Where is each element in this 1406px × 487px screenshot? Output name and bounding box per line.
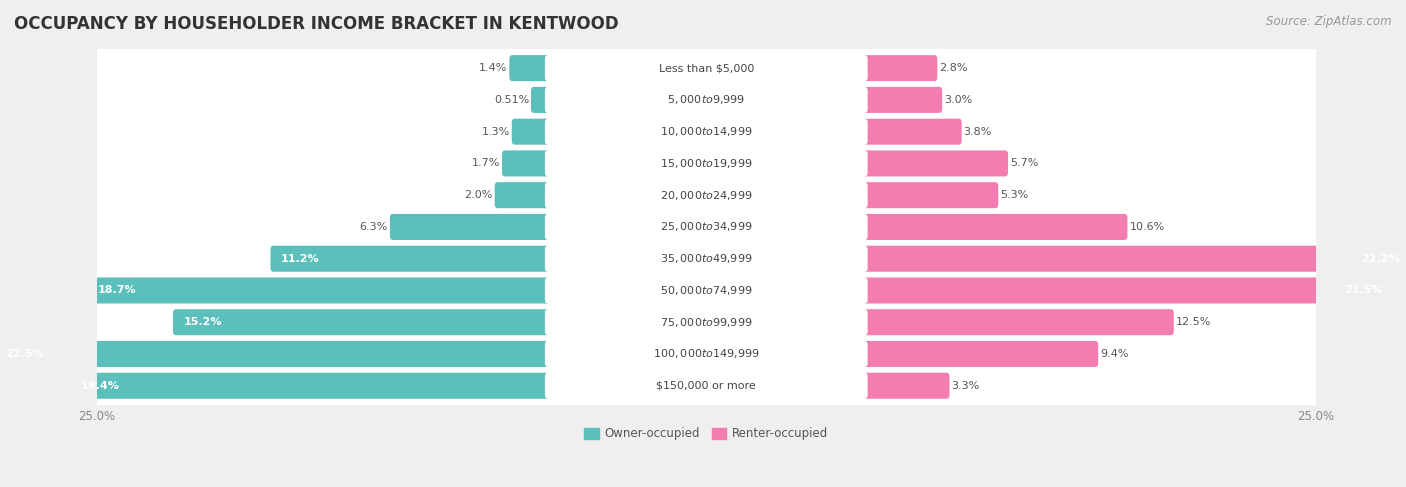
Text: $15,000 to $19,999: $15,000 to $19,999 bbox=[659, 157, 752, 170]
FancyBboxPatch shape bbox=[546, 245, 868, 272]
FancyBboxPatch shape bbox=[546, 55, 868, 81]
FancyBboxPatch shape bbox=[863, 182, 998, 208]
FancyBboxPatch shape bbox=[89, 301, 1324, 343]
FancyBboxPatch shape bbox=[89, 333, 1324, 375]
FancyBboxPatch shape bbox=[546, 373, 868, 399]
FancyBboxPatch shape bbox=[863, 87, 942, 113]
FancyBboxPatch shape bbox=[863, 373, 949, 399]
FancyBboxPatch shape bbox=[863, 245, 1406, 272]
Text: $35,000 to $49,999: $35,000 to $49,999 bbox=[659, 252, 752, 265]
Text: 0.51%: 0.51% bbox=[494, 95, 529, 105]
FancyBboxPatch shape bbox=[863, 278, 1393, 303]
FancyBboxPatch shape bbox=[89, 143, 1324, 184]
FancyBboxPatch shape bbox=[546, 214, 868, 240]
Text: $25,000 to $34,999: $25,000 to $34,999 bbox=[659, 221, 752, 233]
Text: 22.5%: 22.5% bbox=[6, 349, 44, 359]
FancyBboxPatch shape bbox=[89, 111, 1324, 152]
FancyBboxPatch shape bbox=[495, 182, 550, 208]
Text: $50,000 to $74,999: $50,000 to $74,999 bbox=[659, 284, 752, 297]
FancyBboxPatch shape bbox=[863, 214, 1128, 240]
Text: 1.3%: 1.3% bbox=[482, 127, 510, 137]
Text: 5.3%: 5.3% bbox=[1000, 190, 1028, 200]
Text: $20,000 to $24,999: $20,000 to $24,999 bbox=[659, 188, 752, 202]
Text: 12.5%: 12.5% bbox=[1175, 317, 1211, 327]
FancyBboxPatch shape bbox=[531, 87, 550, 113]
FancyBboxPatch shape bbox=[546, 309, 868, 335]
Text: Less than $5,000: Less than $5,000 bbox=[658, 63, 754, 73]
FancyBboxPatch shape bbox=[546, 150, 868, 176]
Text: Source: ZipAtlas.com: Source: ZipAtlas.com bbox=[1267, 15, 1392, 28]
Text: 1.7%: 1.7% bbox=[471, 158, 501, 169]
FancyBboxPatch shape bbox=[89, 365, 1324, 406]
Text: 18.7%: 18.7% bbox=[98, 285, 136, 296]
Text: 1.4%: 1.4% bbox=[479, 63, 508, 73]
Text: 3.0%: 3.0% bbox=[945, 95, 973, 105]
Text: $150,000 or more: $150,000 or more bbox=[657, 381, 756, 391]
FancyBboxPatch shape bbox=[546, 182, 868, 208]
FancyBboxPatch shape bbox=[89, 48, 1324, 89]
Text: 10.6%: 10.6% bbox=[1129, 222, 1164, 232]
FancyBboxPatch shape bbox=[512, 119, 550, 145]
FancyBboxPatch shape bbox=[389, 214, 550, 240]
FancyBboxPatch shape bbox=[863, 55, 938, 81]
FancyBboxPatch shape bbox=[87, 278, 550, 303]
FancyBboxPatch shape bbox=[509, 55, 550, 81]
FancyBboxPatch shape bbox=[546, 341, 868, 367]
FancyBboxPatch shape bbox=[89, 79, 1324, 121]
FancyBboxPatch shape bbox=[89, 206, 1324, 247]
FancyBboxPatch shape bbox=[546, 278, 868, 303]
FancyBboxPatch shape bbox=[89, 238, 1324, 280]
FancyBboxPatch shape bbox=[89, 174, 1324, 216]
Text: 3.3%: 3.3% bbox=[952, 381, 980, 391]
Text: 22.2%: 22.2% bbox=[1361, 254, 1400, 263]
FancyBboxPatch shape bbox=[863, 150, 1008, 176]
Text: 2.0%: 2.0% bbox=[464, 190, 492, 200]
Legend: Owner-occupied, Renter-occupied: Owner-occupied, Renter-occupied bbox=[579, 423, 832, 445]
FancyBboxPatch shape bbox=[546, 87, 868, 113]
FancyBboxPatch shape bbox=[502, 150, 550, 176]
FancyBboxPatch shape bbox=[173, 309, 550, 335]
FancyBboxPatch shape bbox=[270, 245, 550, 272]
FancyBboxPatch shape bbox=[863, 309, 1174, 335]
Text: 3.8%: 3.8% bbox=[963, 127, 993, 137]
Text: $75,000 to $99,999: $75,000 to $99,999 bbox=[659, 316, 752, 329]
Text: 11.2%: 11.2% bbox=[281, 254, 319, 263]
FancyBboxPatch shape bbox=[0, 341, 550, 367]
FancyBboxPatch shape bbox=[546, 119, 868, 145]
FancyBboxPatch shape bbox=[89, 270, 1324, 311]
Text: OCCUPANCY BY HOUSEHOLDER INCOME BRACKET IN KENTWOOD: OCCUPANCY BY HOUSEHOLDER INCOME BRACKET … bbox=[14, 15, 619, 33]
Text: 6.3%: 6.3% bbox=[360, 222, 388, 232]
Text: 15.2%: 15.2% bbox=[183, 317, 222, 327]
Text: 9.4%: 9.4% bbox=[1099, 349, 1129, 359]
Text: $10,000 to $14,999: $10,000 to $14,999 bbox=[659, 125, 752, 138]
Text: $5,000 to $9,999: $5,000 to $9,999 bbox=[666, 94, 745, 106]
Text: 5.7%: 5.7% bbox=[1010, 158, 1039, 169]
Text: $100,000 to $149,999: $100,000 to $149,999 bbox=[652, 348, 759, 360]
FancyBboxPatch shape bbox=[863, 341, 1098, 367]
Text: 21.5%: 21.5% bbox=[1344, 285, 1384, 296]
Text: 2.8%: 2.8% bbox=[939, 63, 967, 73]
FancyBboxPatch shape bbox=[863, 119, 962, 145]
FancyBboxPatch shape bbox=[70, 373, 550, 399]
Text: 19.4%: 19.4% bbox=[82, 381, 120, 391]
